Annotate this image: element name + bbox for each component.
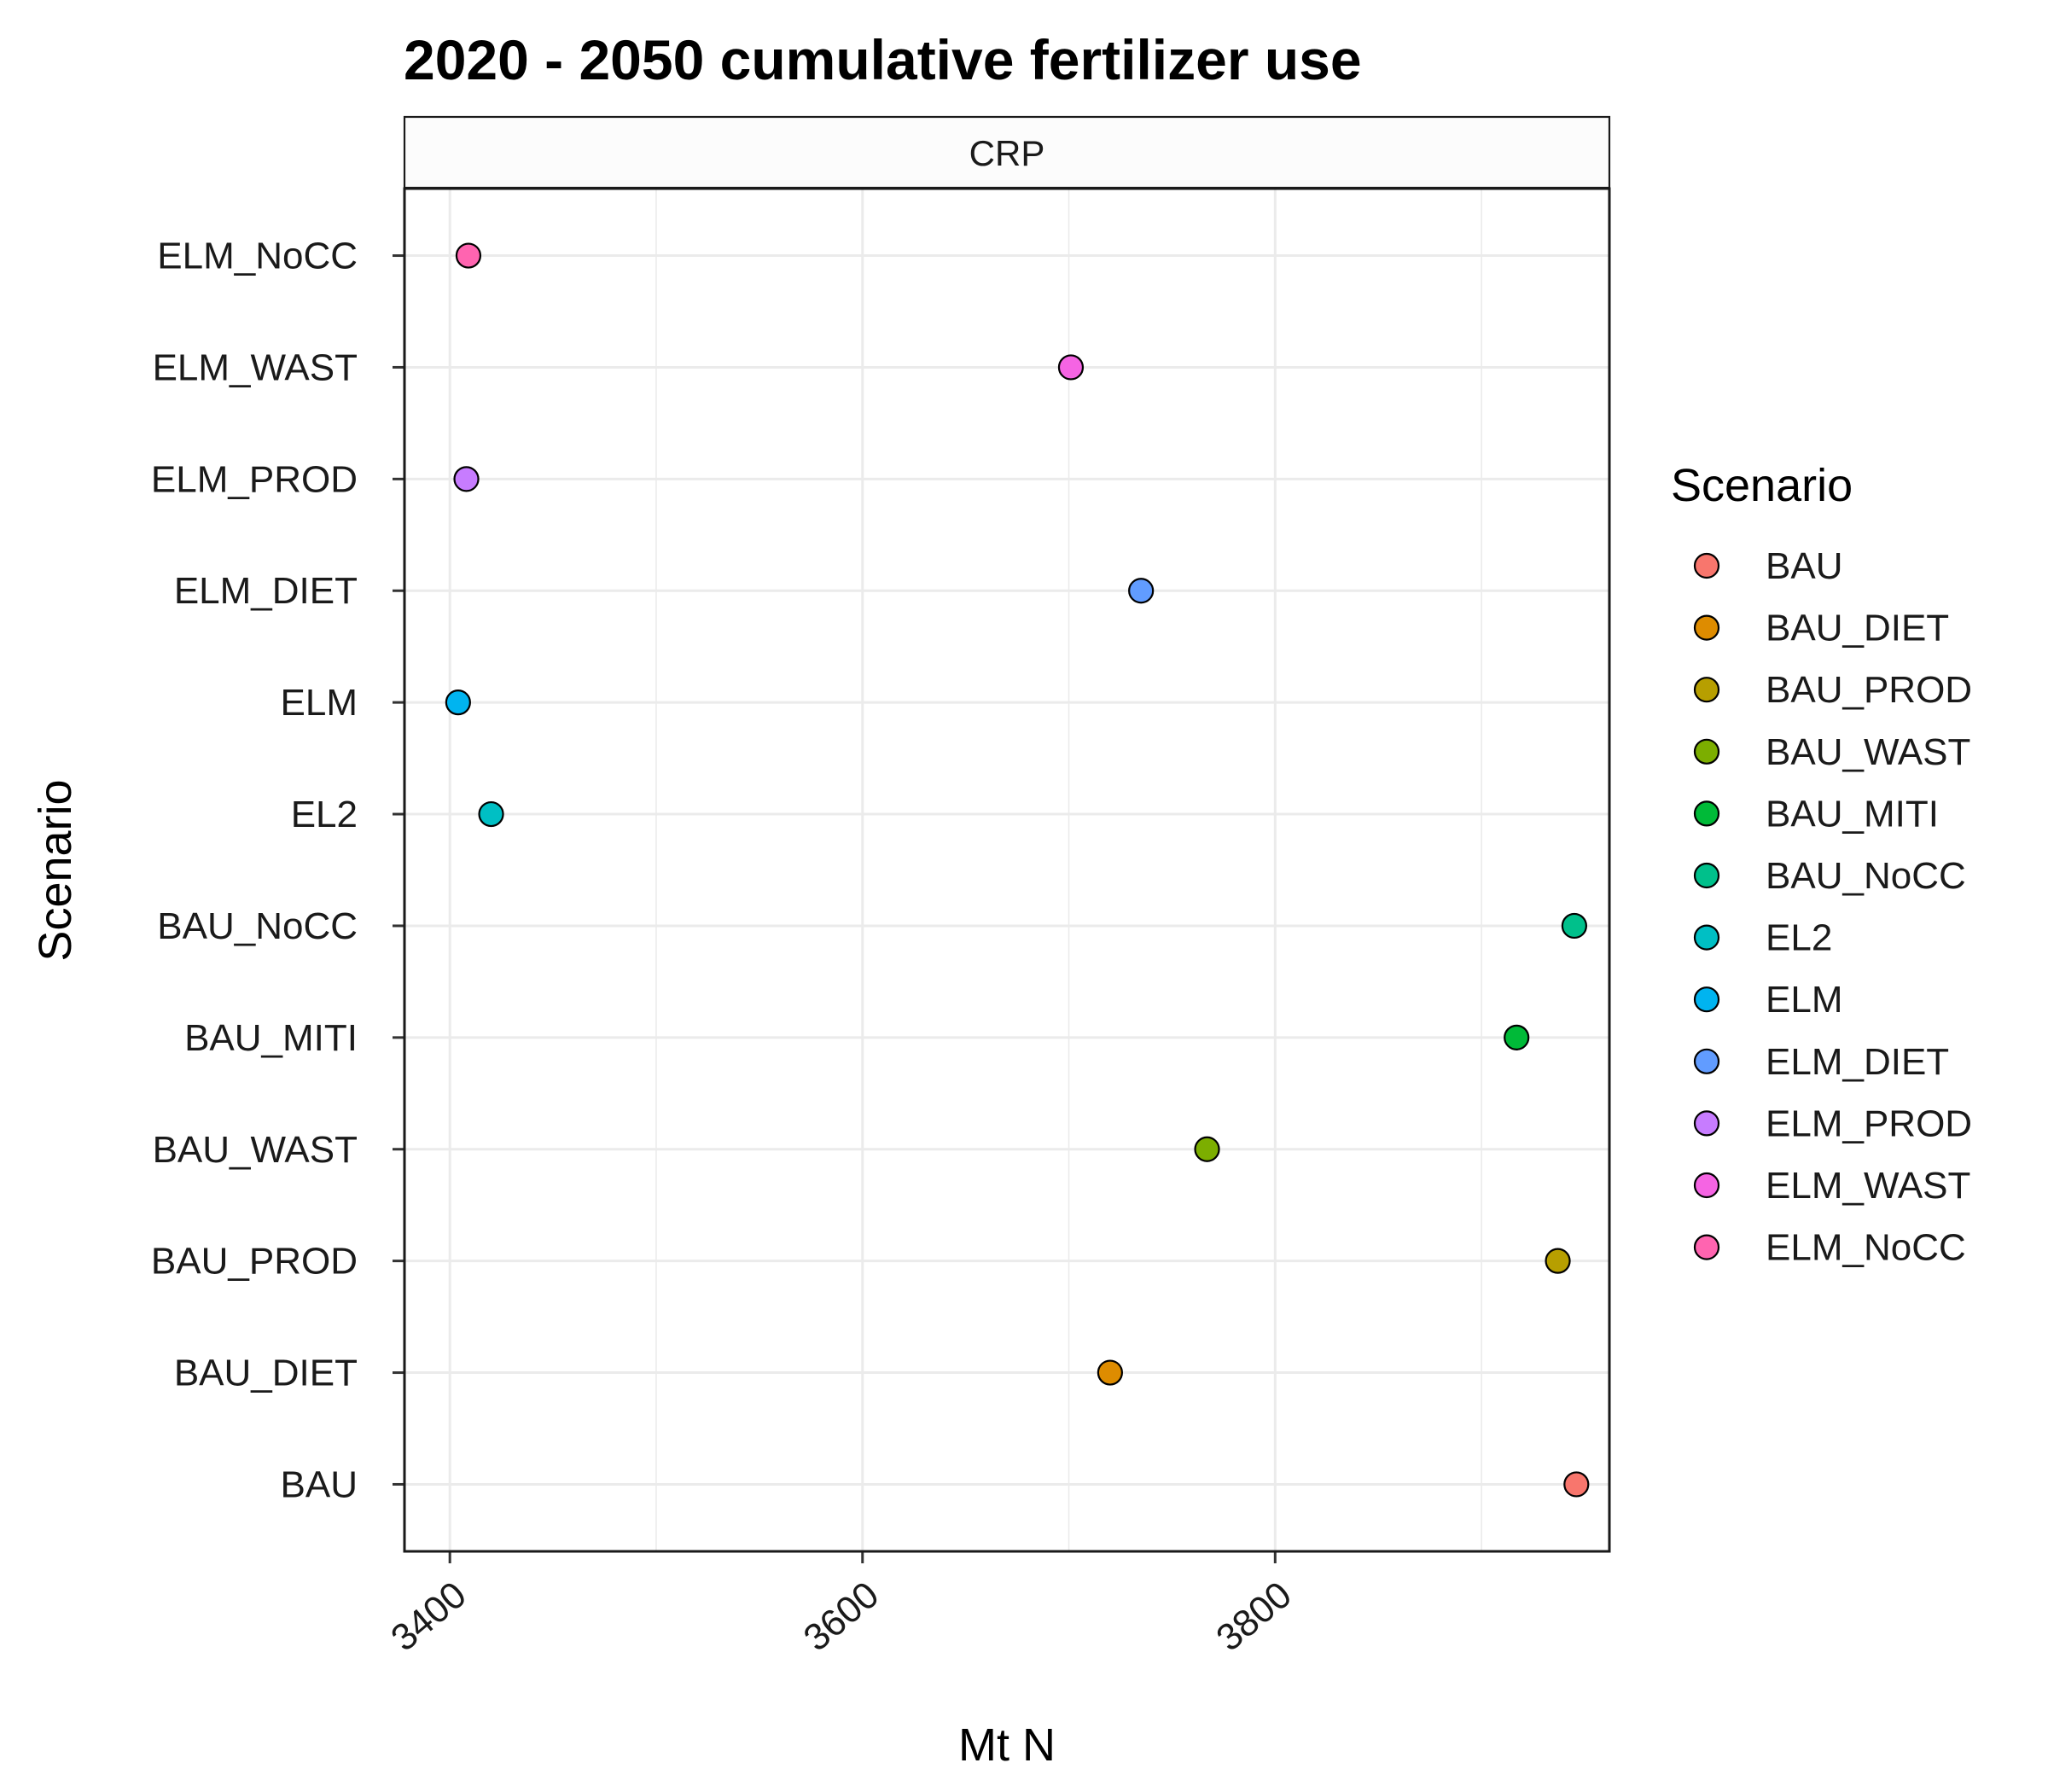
chart-title: 2020 - 2050 cumulative fertilizer use xyxy=(404,28,1362,91)
legend-key xyxy=(1693,1234,1720,1260)
data-point xyxy=(1128,578,1155,604)
facet-label: CRP xyxy=(969,133,1045,173)
legend-key xyxy=(1693,614,1720,641)
data-point xyxy=(1057,354,1085,381)
legend-label: BAU_NoCC xyxy=(1766,855,1966,897)
data-point xyxy=(1504,1024,1530,1050)
legend-key xyxy=(1693,1048,1720,1074)
legend-key xyxy=(1693,862,1720,889)
y-tick-label: BAU_MITI xyxy=(184,1017,358,1059)
y-tick-label: BAU_DIET xyxy=(174,1353,358,1394)
legend-label: ELM_DIET xyxy=(1766,1041,1949,1083)
x-tick-label: 3800 xyxy=(1208,1574,1299,1659)
legend-label: ELM xyxy=(1766,979,1842,1021)
data-point xyxy=(455,242,482,269)
data-point xyxy=(453,466,480,492)
legend-title: Scenario xyxy=(1671,460,1853,511)
legend: BAU BAU_DIET BAU_PROD BAU_WAST BAU_MITI BAU_N… xyxy=(1693,545,1972,1269)
legend-label: BAU_MITI xyxy=(1766,793,1939,835)
x-tick-label: 3400 xyxy=(383,1574,474,1659)
y-tick-label: BAU_WAST xyxy=(153,1129,358,1171)
legend-key xyxy=(1693,800,1720,827)
data-point xyxy=(1545,1248,1571,1274)
y-axis: BAU BAU_DIET BAU_PROD BAU_WAST BAU_MITI BAU_N… xyxy=(151,236,404,1505)
y-tick-label: EL2 xyxy=(291,794,358,835)
data-point xyxy=(1097,1359,1123,1386)
gridlines xyxy=(404,189,1609,1551)
x-tick-label: 3600 xyxy=(796,1574,887,1659)
legend-label: ELM_NoCC xyxy=(1766,1227,1966,1269)
x-axis: 3400 3600 3800 xyxy=(383,1551,1300,1660)
y-axis-title: Scenario xyxy=(30,779,81,961)
y-tick-label: ELM_PROD xyxy=(151,458,358,500)
data-point xyxy=(1561,912,1587,940)
data-point xyxy=(1194,1136,1220,1162)
data-points xyxy=(445,242,1590,1498)
legend-label: ELM_WAST xyxy=(1766,1165,1970,1207)
legend-label: BAU_PROD xyxy=(1766,669,1972,711)
facet-strip xyxy=(403,115,1611,189)
legend-key xyxy=(1693,552,1720,579)
y-tick-label: ELM xyxy=(281,682,358,724)
y-tick-label: BAU_PROD xyxy=(151,1241,358,1283)
y-tick-label: ELM_DIET xyxy=(174,570,358,612)
legend-key xyxy=(1693,1172,1720,1199)
data-point xyxy=(1563,1471,1590,1498)
legend-label: BAU_WAST xyxy=(1766,731,1970,773)
legend-key xyxy=(1693,986,1720,1013)
legend-label: BAU_DIET xyxy=(1766,608,1949,649)
x-axis-title: Mt N xyxy=(958,1719,1056,1771)
y-tick-label: ELM_NoCC xyxy=(157,236,358,277)
legend-key xyxy=(1693,924,1720,951)
data-point xyxy=(478,800,504,828)
legend-label: ELM_PROD xyxy=(1766,1103,1972,1144)
legend-key xyxy=(1693,1110,1720,1137)
legend-key xyxy=(1693,738,1720,765)
plot-border xyxy=(403,187,1611,1553)
data-point xyxy=(445,689,471,716)
legend-label: BAU xyxy=(1766,545,1842,587)
y-tick-label: ELM_WAST xyxy=(153,346,358,388)
legend-key xyxy=(1693,677,1720,703)
y-tick-label: BAU_NoCC xyxy=(157,905,358,947)
legend-label: EL2 xyxy=(1766,917,1832,959)
y-tick-label: BAU xyxy=(281,1463,358,1505)
plot-panel xyxy=(404,189,1609,1551)
